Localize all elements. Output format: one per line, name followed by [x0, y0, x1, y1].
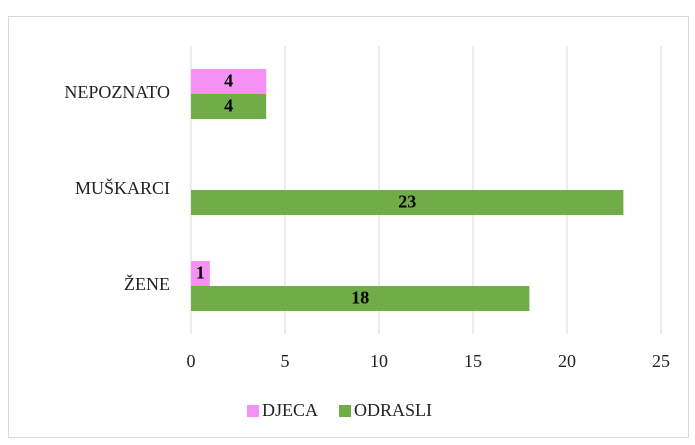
- bar: [191, 261, 210, 286]
- legend-label: ODRASLI: [354, 400, 432, 420]
- bar: [191, 286, 530, 311]
- legend-label: DJECA: [262, 400, 318, 420]
- x-tick-label: 15: [464, 351, 482, 371]
- x-tick-label: 10: [370, 351, 388, 371]
- y-tick-label: MUŠKARCI: [75, 177, 170, 198]
- bar: [191, 190, 624, 215]
- x-tick-label: 0: [187, 351, 196, 371]
- legend-swatch: [247, 405, 259, 417]
- data-label: 23: [398, 192, 416, 212]
- legend-swatch: [339, 405, 352, 417]
- data-label: 4: [224, 71, 233, 91]
- bar: [191, 94, 267, 119]
- x-tick-label: 20: [558, 351, 576, 371]
- y-tick-label: NEPOZNATO: [64, 82, 170, 102]
- data-label: 1: [196, 263, 205, 283]
- chart-frame: [8, 16, 689, 438]
- data-label: 4: [224, 96, 233, 116]
- x-tick-label: 25: [652, 351, 670, 371]
- data-label: 18: [351, 288, 369, 308]
- y-tick-label: ŽENE: [124, 273, 170, 294]
- bar: [191, 69, 267, 94]
- x-tick-label: 5: [281, 351, 290, 371]
